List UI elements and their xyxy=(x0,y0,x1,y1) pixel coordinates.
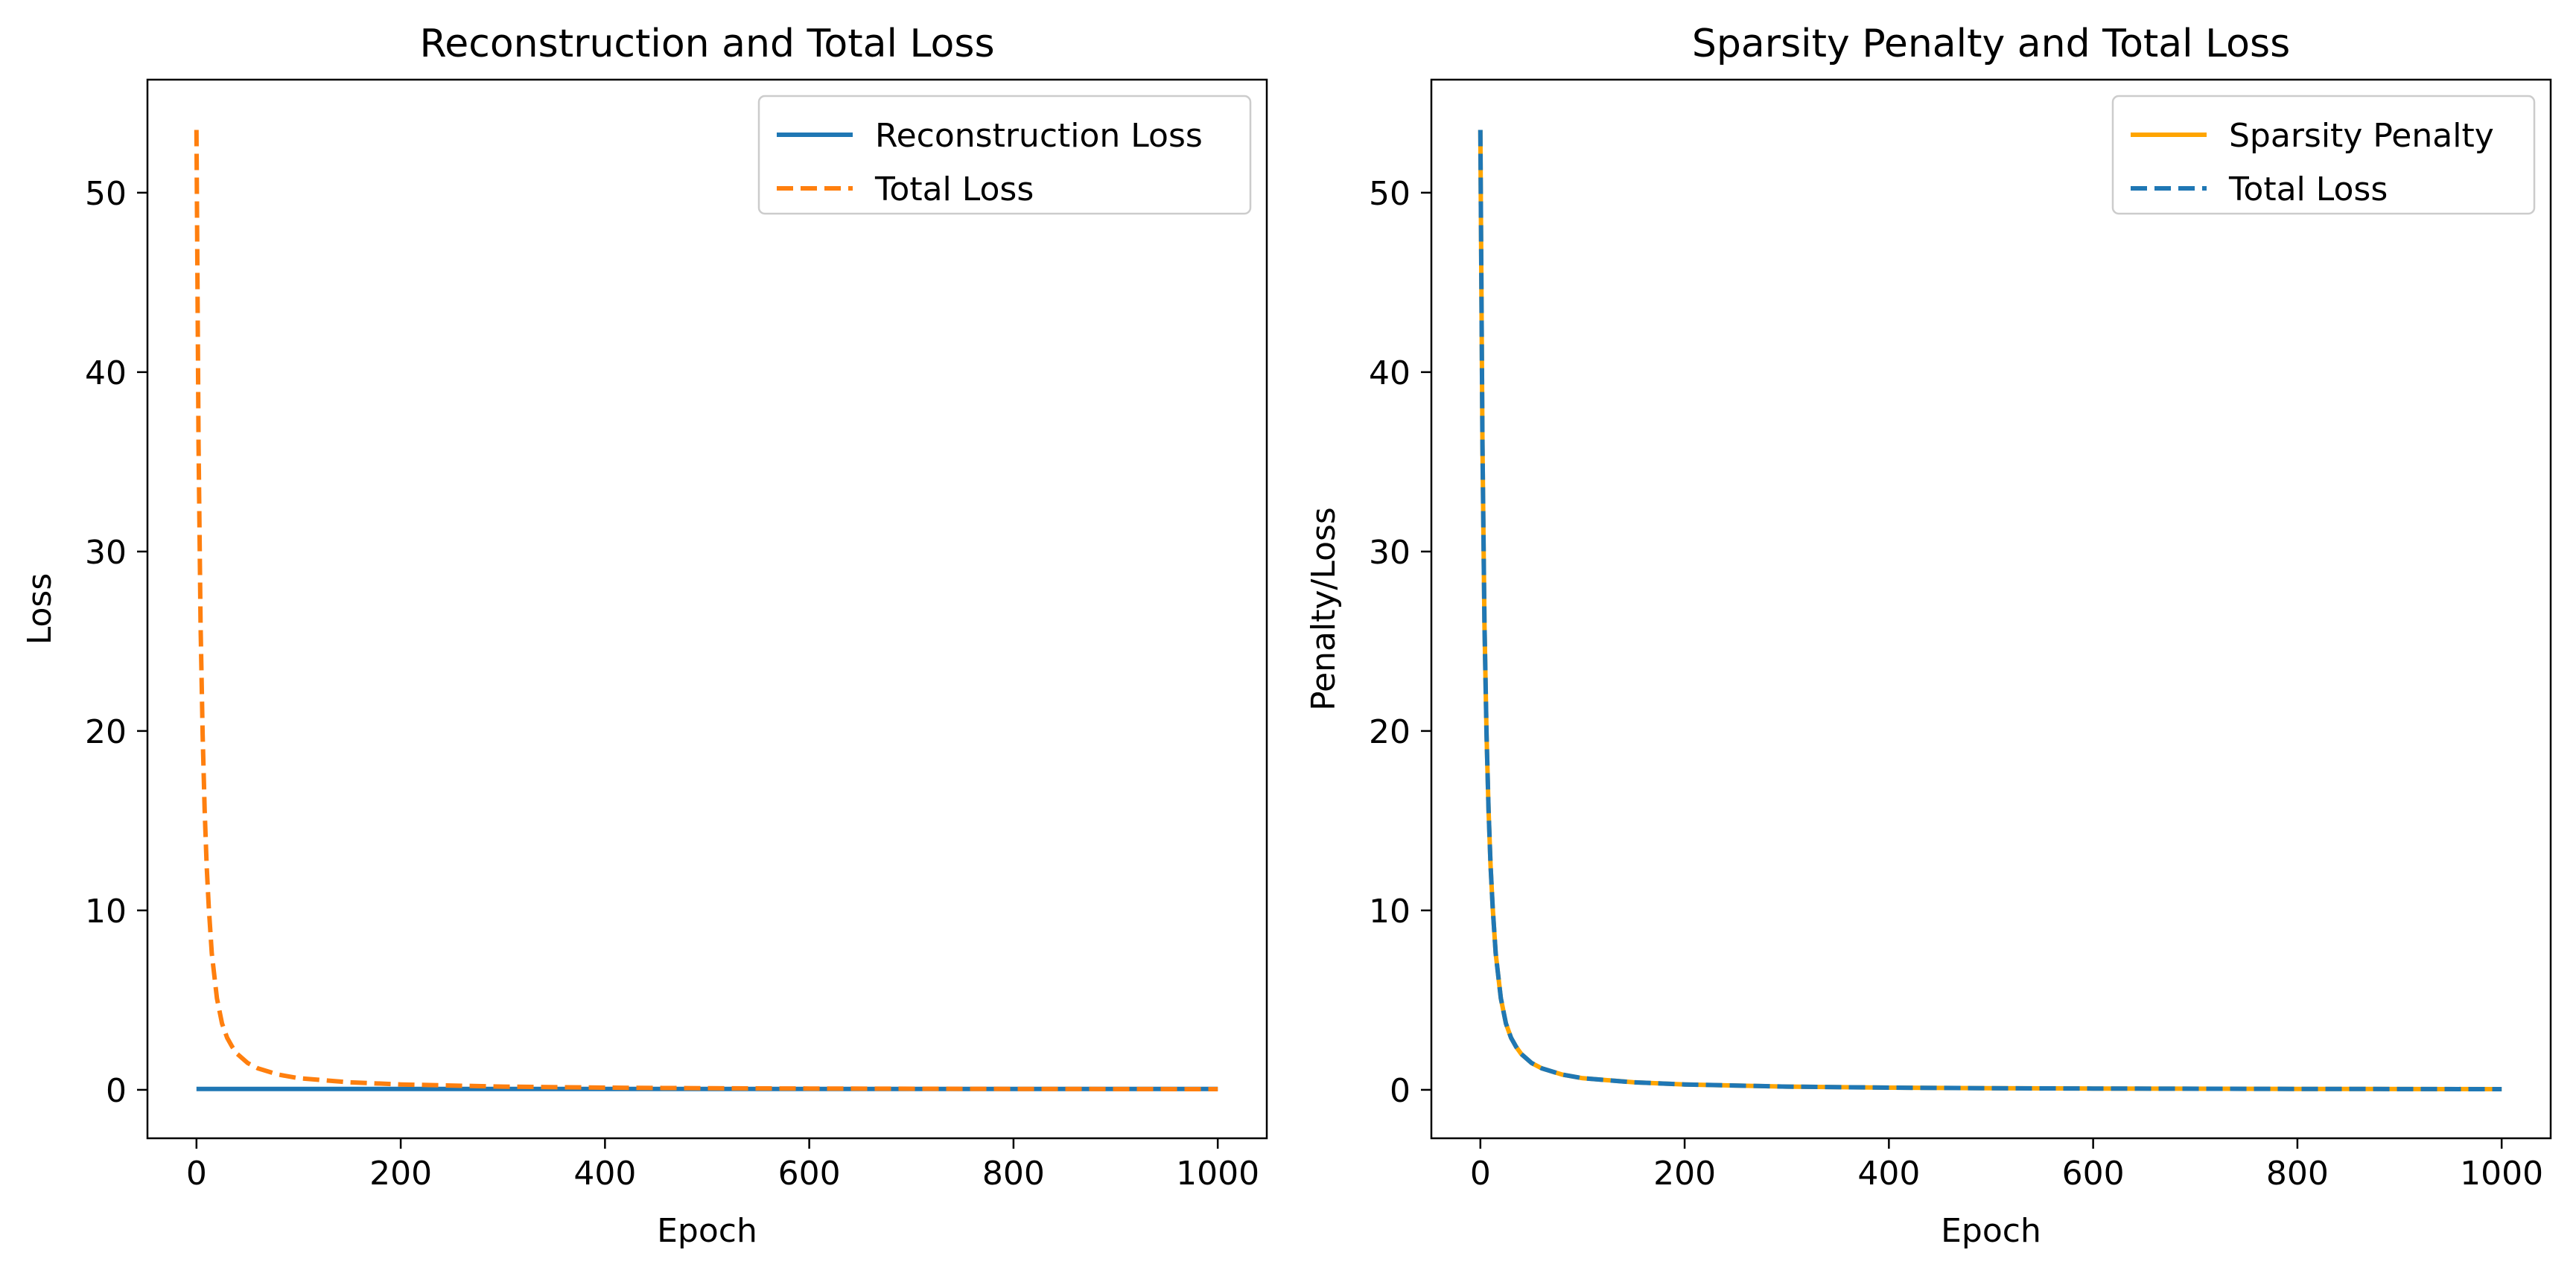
y-tick-label: 30 xyxy=(1369,534,1411,572)
legend-box xyxy=(2111,95,2536,215)
x-tick-label: 200 xyxy=(369,1155,432,1193)
series-line-total-loss xyxy=(1478,130,2502,1091)
y-tick-label: 40 xyxy=(1369,354,1411,392)
x-tick-label: 1000 xyxy=(1176,1155,1259,1193)
y-axis-label: Penalty/Loss xyxy=(1305,507,1343,711)
series-line-sparsity-penalty xyxy=(1478,130,2502,1091)
chart-panel-1: 0 200 400 600 800 1000 0 10 20 30 40 50 Reconstructi… xyxy=(21,22,1268,1250)
y-tick-label: 0 xyxy=(106,1072,127,1110)
y-tick-label: 50 xyxy=(1369,175,1411,213)
legend-box xyxy=(757,95,1252,215)
series-line-total-loss xyxy=(194,130,1218,1091)
y-tick-label: 10 xyxy=(85,893,127,931)
x-tick-label: 0 xyxy=(1470,1155,1491,1193)
x-tick-label: 1000 xyxy=(2460,1155,2543,1193)
y-tick-label: 40 xyxy=(85,354,127,392)
x-tick-label: 800 xyxy=(982,1155,1045,1193)
x-axis-label: Epoch xyxy=(1941,1212,2041,1250)
x-tick-label: 800 xyxy=(2266,1155,2329,1193)
x-tick-label: 600 xyxy=(778,1155,841,1193)
x-tick-label: 600 xyxy=(2062,1155,2125,1193)
x-tick-label: 400 xyxy=(573,1155,636,1193)
y-tick-label: 20 xyxy=(1369,713,1411,751)
legend-label: Reconstruction Loss xyxy=(875,117,1203,155)
axes-frame xyxy=(146,78,1268,1140)
axes-frame xyxy=(1430,78,2552,1140)
y-axis-label: Loss xyxy=(21,573,59,645)
x-tick-label: 200 xyxy=(1653,1155,1716,1193)
y-tick-label: 20 xyxy=(85,713,127,751)
legend-label: Total Loss xyxy=(874,170,1034,208)
y-tick-label: 50 xyxy=(85,175,127,213)
chart-title: Reconstruction and Total Loss xyxy=(419,22,994,66)
legend-label: Sparsity Penalty xyxy=(2229,117,2494,155)
y-tick-label: 30 xyxy=(85,534,127,572)
y-tick-label: 10 xyxy=(1369,893,1411,931)
chart-panel-2: 0 200 400 600 800 1000 0 10 20 30 40 50 Sparsity Pen… xyxy=(1305,22,2552,1250)
x-tick-label: 0 xyxy=(186,1155,207,1193)
x-axis-label: Epoch xyxy=(657,1212,757,1250)
chart-title: Sparsity Penalty and Total Loss xyxy=(1692,22,2290,66)
y-tick-label: 0 xyxy=(1390,1072,1411,1110)
x-tick-label: 400 xyxy=(1857,1155,1920,1193)
legend-label: Total Loss xyxy=(2228,170,2388,208)
